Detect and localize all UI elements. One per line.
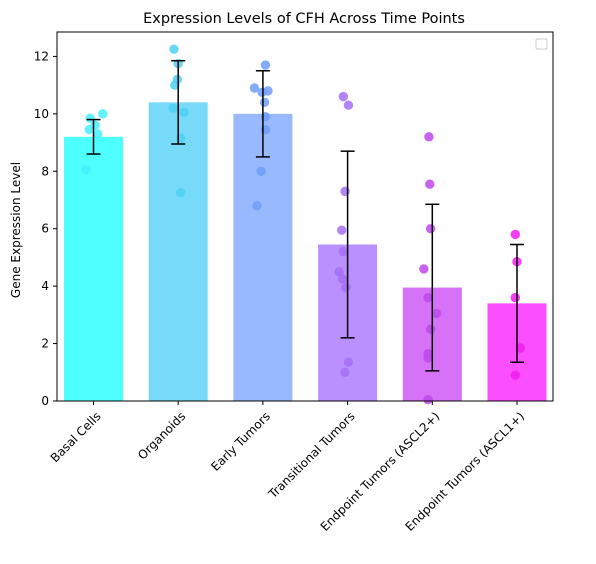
- data-point: [249, 83, 260, 93]
- data-point: [90, 120, 100, 131]
- data-point: [423, 353, 433, 363]
- data-point: [336, 225, 347, 235]
- bar: [148, 102, 208, 401]
- y-tick-label: 10: [34, 107, 49, 121]
- bar: [64, 136, 123, 401]
- data-point: [425, 224, 436, 234]
- y-tick-label: 2: [41, 337, 49, 351]
- legend-box: [535, 38, 548, 50]
- y-axis-label: Gene Expression Level: [9, 162, 23, 298]
- y-tick-label: 0: [41, 394, 49, 408]
- chart-title: Expression Levels of CFH Across Time Poi…: [143, 11, 465, 27]
- data-point: [431, 308, 442, 319]
- data-point: [334, 267, 344, 277]
- x-tick-label: Basal Cells: [48, 409, 104, 465]
- data-point: [337, 274, 348, 284]
- x-tick-label: Organoids: [135, 409, 188, 462]
- data-point: [423, 292, 433, 303]
- y-tick-label: 4: [41, 279, 49, 293]
- data-point: [340, 367, 350, 377]
- plot-area: 0 2 4 6 8 10 12 Basal Cells Organoids Early Tumor…: [34, 31, 554, 534]
- data-point: [93, 129, 103, 139]
- data-point: [510, 370, 521, 380]
- data-point: [252, 201, 262, 211]
- axes-frame: [56, 31, 554, 402]
- data-point: [341, 282, 351, 293]
- data-point: [260, 60, 271, 70]
- data-point: [343, 100, 354, 110]
- data-point: [425, 324, 436, 334]
- data-point: [510, 229, 521, 240]
- data-point: [338, 246, 349, 257]
- data-point: [338, 91, 349, 102]
- data-point: [259, 97, 270, 108]
- data-point: [423, 394, 433, 405]
- data-point: [81, 165, 91, 175]
- data-point: [419, 264, 429, 274]
- data-point: [515, 343, 526, 353]
- data-point: [179, 107, 189, 118]
- data-point: [256, 166, 266, 176]
- y-tick-label: 12: [34, 49, 49, 63]
- data-point: [424, 132, 434, 142]
- data-point: [85, 113, 95, 123]
- data-point: [98, 109, 108, 119]
- data-point: [510, 292, 521, 303]
- y-tick-label: 6: [41, 222, 49, 236]
- x-tick-label: Early Tumors: [208, 409, 273, 474]
- data-point: [169, 44, 179, 54]
- x-tick-label: Transitional Tumors: [265, 409, 358, 502]
- data-point: [257, 87, 267, 98]
- data-point: [168, 103, 178, 113]
- data-point: [425, 179, 435, 189]
- bar: [233, 113, 293, 402]
- y-tick-label: 8: [41, 164, 49, 178]
- data-point: [170, 80, 180, 90]
- data-point: [176, 188, 186, 198]
- data-point: [343, 357, 354, 367]
